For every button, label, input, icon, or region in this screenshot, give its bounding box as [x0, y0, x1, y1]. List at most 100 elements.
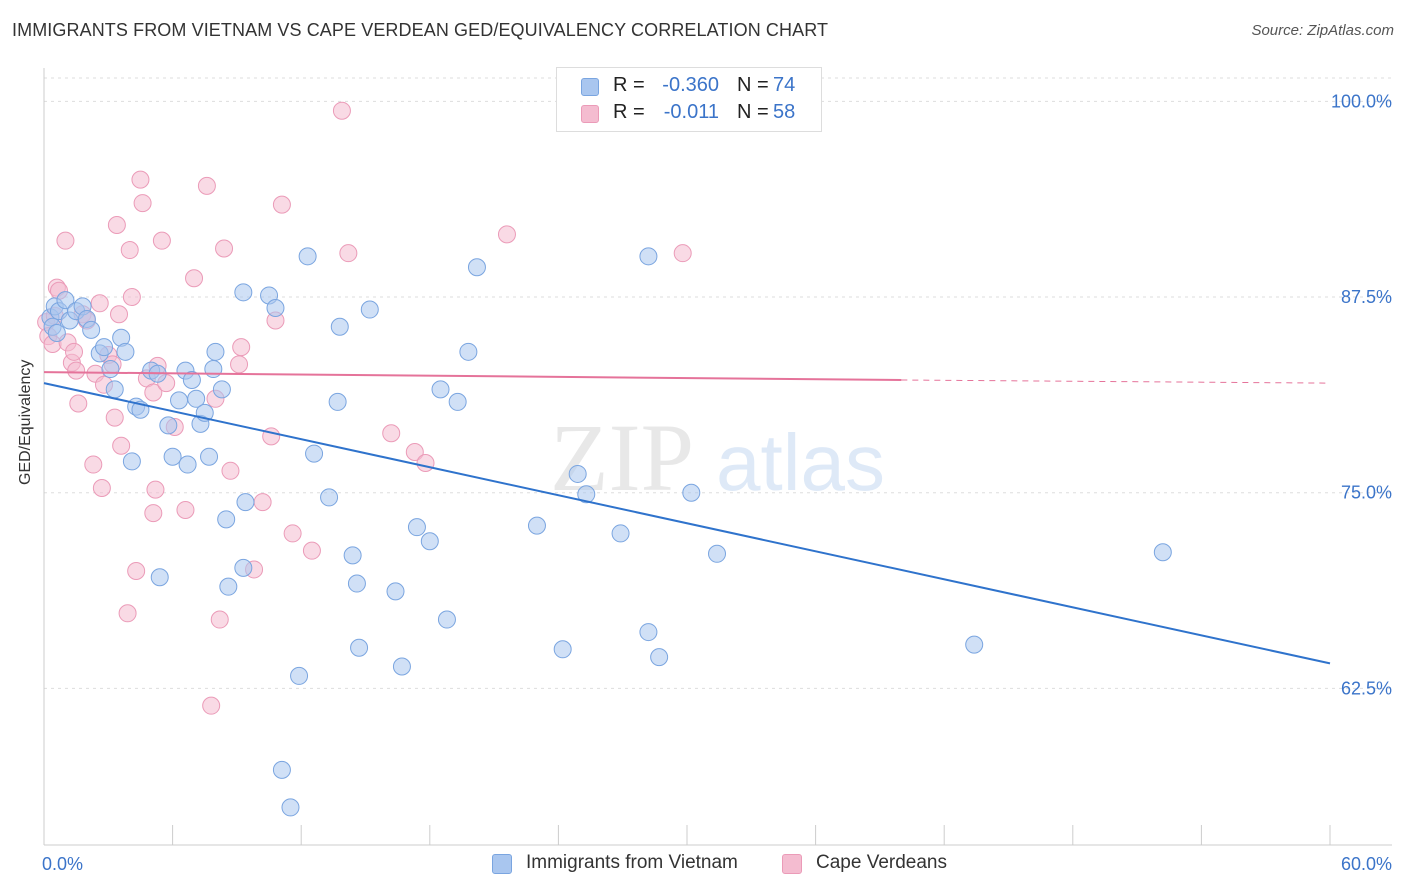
vietnam-point: [708, 544, 727, 563]
r-value-vietnam: -0.360: [662, 74, 719, 96]
vietnam-point: [266, 298, 285, 317]
vietnam-point: [330, 317, 349, 336]
vietnam-point: [170, 391, 189, 410]
vietnam-point: [650, 648, 669, 667]
cape-verdeans-trend-line: [43, 371, 902, 381]
vietnam-trend-line: [43, 382, 1331, 665]
cape-verdeans-point: [131, 170, 150, 189]
cape-verdeans-point: [215, 239, 234, 258]
series-vietnam: [41, 247, 1172, 817]
vietnam-point: [328, 392, 347, 411]
vietnam-point: [116, 342, 135, 361]
source-credit: Source: ZipAtlas.com: [1251, 22, 1394, 39]
watermark-atlas: atlas: [716, 418, 885, 507]
vietnam-point: [159, 416, 178, 435]
vietnam-point: [95, 338, 114, 357]
vietnam-point: [182, 371, 201, 389]
y-tick-label: 75.0%: [1341, 483, 1392, 503]
vietnam-point: [553, 640, 572, 659]
vietnam-point: [200, 447, 219, 466]
cape-verdeans-point: [185, 269, 204, 288]
cape-verdeans-point: [133, 194, 152, 213]
vietnam-swatch: [581, 78, 599, 96]
cape-verdeans-point: [272, 195, 291, 214]
cape-verdeans-point: [382, 424, 401, 443]
stats-box: R = -0.360 N = 74 R = -0.011 N = 58: [556, 67, 822, 132]
vietnam-point: [150, 568, 169, 587]
vietnam-point: [219, 577, 238, 596]
n-label: N =: [737, 101, 769, 123]
cape-verdeans-point: [673, 244, 692, 263]
n-value-vietnam: 74: [773, 74, 796, 96]
cape-verdeans-point: [339, 244, 358, 263]
cape-verdeans-trend-extension: [901, 379, 1331, 384]
vietnam-point: [437, 610, 456, 629]
cape-verdeans-point: [112, 436, 131, 455]
cape-verdeans-point: [152, 231, 171, 250]
trend-lines: [43, 371, 1331, 665]
n-value-cape-verdeans: 58: [773, 101, 796, 123]
cape-verdeans-point: [122, 288, 141, 307]
y-tick-label: 100.0%: [1331, 91, 1392, 111]
legend-label-vietnam: Immigrants from Vietnam: [526, 852, 738, 873]
vietnam-point: [234, 283, 253, 302]
y-tick-label: 87.5%: [1341, 287, 1392, 307]
cape-verdeans-swatch: [581, 105, 599, 123]
vietnam-point: [122, 452, 141, 471]
cape-verdeans-point: [210, 610, 229, 629]
stats-row-cape-verdeans: R = -0.011 N = 58: [557, 101, 821, 129]
stats-row-vietnam: R = -0.360 N = 74: [557, 74, 821, 102]
vietnam-point: [682, 483, 701, 502]
vietnam-point: [47, 324, 66, 343]
x-tick-label-max: 60.0%: [1341, 854, 1392, 874]
vietnam-point: [105, 380, 124, 399]
cape-verdeans-point: [253, 493, 272, 512]
axes: [43, 68, 1392, 846]
gridlines: [44, 77, 1392, 689]
cape-verdeans-point: [90, 294, 109, 313]
vietnam-point: [298, 247, 317, 266]
vietnam-point: [611, 524, 630, 543]
cape-verdeans-point: [283, 524, 302, 543]
watermark-zip: ZIP: [550, 404, 694, 511]
vietnam-point: [234, 558, 253, 577]
cape-verdeans-point: [110, 305, 129, 324]
vietnam-point: [392, 657, 411, 676]
vietnam-point: [527, 516, 546, 535]
legend-label-cape-verdeans: Cape Verdeans: [816, 852, 947, 873]
vietnam-point: [217, 510, 236, 529]
vietnam-point: [386, 582, 405, 601]
vietnam-point: [1153, 543, 1172, 562]
cape-verdeans-point: [65, 342, 84, 361]
vietnam-point: [448, 392, 467, 411]
vietnam-point: [639, 247, 658, 266]
vietnam-point: [347, 574, 366, 593]
vietnam-point: [360, 300, 379, 319]
cape-verdeans-point: [202, 696, 221, 715]
vietnam-point: [467, 258, 486, 277]
vietnam-point: [212, 380, 231, 399]
cape-verdeans-point: [84, 455, 103, 474]
chart-title: IMMIGRANTS FROM VIETNAM VS CAPE VERDEAN …: [12, 20, 829, 40]
vietnam-point: [431, 380, 450, 399]
vietnam-legend-swatch: [492, 854, 512, 874]
cape-verdeans-point: [127, 562, 146, 581]
vietnam-point: [178, 455, 197, 474]
vietnam-point: [639, 623, 658, 642]
vietnam-point: [420, 532, 439, 551]
cape-verdeans-point: [497, 225, 516, 244]
vietnam-point: [459, 342, 478, 361]
vietnam-point: [343, 546, 362, 565]
vietnam-point: [204, 360, 223, 379]
vietnam-point: [82, 320, 101, 339]
vietnam-point: [577, 485, 596, 504]
cape-verdeans-point: [144, 504, 163, 523]
cape-verdeans-point: [105, 408, 124, 427]
cape-verdeans-point: [92, 479, 111, 498]
cape-verdeans-point: [221, 461, 240, 480]
cape-verdeans-legend-swatch: [782, 854, 802, 874]
n-label: N =: [737, 74, 769, 96]
vietnam-point: [568, 464, 587, 483]
cape-verdeans-point: [146, 480, 165, 499]
